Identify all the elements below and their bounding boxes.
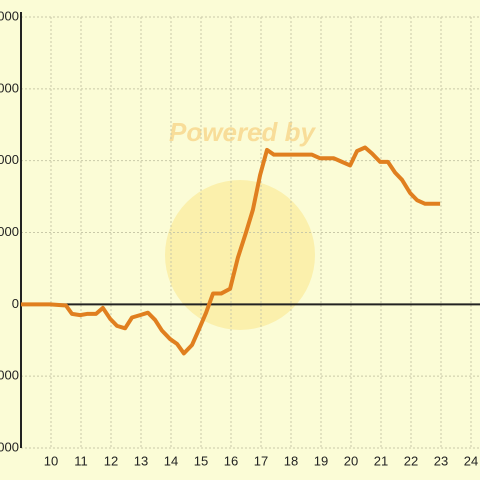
data-line: [21, 145, 441, 356]
x-tick-label: 23: [434, 453, 448, 468]
x-tick-label: 14: [164, 453, 178, 468]
x-tick-label: 22: [404, 453, 418, 468]
y-tick-label: 9,000: [0, 80, 19, 95]
x-tick-label: 12: [104, 453, 118, 468]
y-tick-label: 6,000: [0, 152, 19, 167]
y-tick-label: 12,000: [0, 8, 19, 23]
y-tick-label: 3,000: [0, 224, 19, 239]
x-tick-label: 13: [134, 453, 148, 468]
y-tick-label: -6,000: [0, 439, 19, 454]
x-tick-label: 19: [314, 453, 328, 468]
y-tick-label: -3,000: [0, 368, 19, 383]
x-tick-label: 24: [464, 453, 478, 468]
x-tick-label: 16: [224, 453, 238, 468]
x-tick-label: 18: [284, 453, 298, 468]
x-tick-label: 11: [74, 453, 88, 468]
x-tick-label: 15: [194, 453, 208, 468]
x-tick-label: 21: [374, 453, 388, 468]
x-tick-label: 20: [344, 453, 358, 468]
y-tick-label: 0: [12, 296, 19, 311]
watermark: Powered by: [169, 117, 316, 147]
x-tick-label: 17: [254, 453, 268, 468]
x-tick-label: 10: [44, 453, 58, 468]
